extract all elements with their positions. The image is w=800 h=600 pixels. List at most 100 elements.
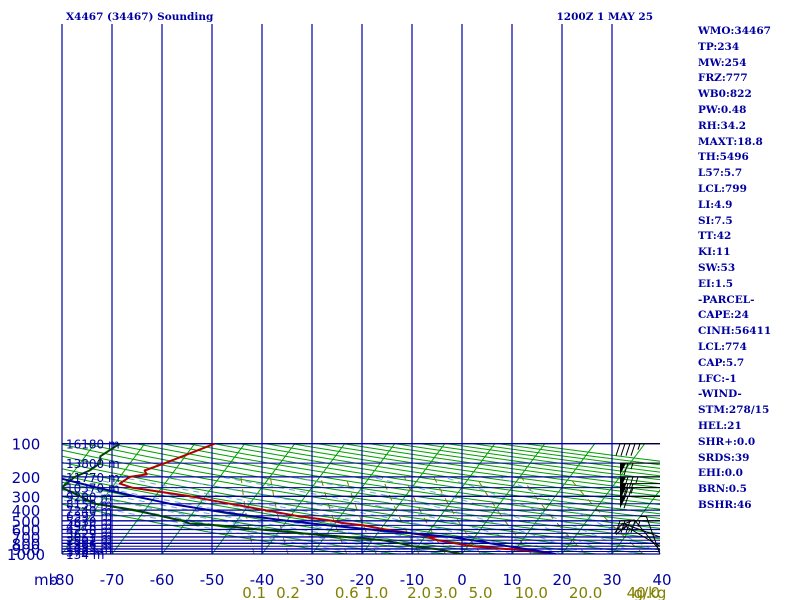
height-label: 3051 m (66, 531, 112, 545)
temperature-tick-label: 10 (502, 571, 521, 589)
mixing-ratio-label: 2.0 (407, 584, 431, 600)
wind-barb-flag (620, 463, 626, 476)
pressure-label: 500 (12, 513, 41, 531)
temperature-tick-label: 0 (457, 571, 467, 589)
height-label: 4916 m (66, 519, 112, 533)
wind-barbs (614, 443, 661, 555)
isotherm (111, 443, 196, 554)
wind-barb-full (614, 522, 623, 534)
isotherm (611, 489, 660, 554)
wind-barb (614, 522, 661, 538)
chart-title: X4467 (34467) Sounding (66, 11, 214, 23)
temperature-tick-label: -30 (300, 571, 325, 589)
height-label: 570 m (66, 546, 104, 560)
temperature-tick-label: -10 (400, 571, 425, 589)
wind-barb-full (620, 520, 626, 533)
mixing-ratio-label: 40.0 (627, 584, 660, 600)
wind-barb-half (635, 476, 639, 484)
stat-line: TH:5496 (698, 151, 749, 164)
wind-barb-shaft (622, 522, 661, 538)
background-lines (62, 443, 660, 554)
height-label: 11770 m (66, 471, 120, 485)
wind-barb-full (623, 483, 629, 496)
dry-adiabat (84, 443, 660, 535)
isotherm (561, 443, 646, 554)
stat-line: CAP:5.7 (698, 356, 745, 369)
wind-barb-full (623, 496, 629, 509)
pressure-label: 600 (12, 522, 41, 540)
moist-adiabat (62, 478, 463, 554)
stat-line: EHI:0.0 (698, 467, 743, 480)
wind-barb-full (615, 443, 621, 456)
height-label: 16180 m (66, 438, 120, 452)
wind-barb-full (620, 443, 626, 456)
height-label: 4250 m (66, 524, 112, 538)
height-label: 6392 m (66, 510, 112, 524)
height-label: 134 m (66, 548, 104, 562)
wind-barb (622, 519, 661, 551)
stat-line: SRDS:39 (698, 451, 750, 464)
wind-barb-half (630, 487, 634, 494)
moist-adiabat (290, 476, 588, 554)
stat-line: TP:234 (698, 40, 740, 53)
stats-panel: WMO:34467 TP:234 MW:254 FRZ:777 WB0:822 PW:0.… (698, 24, 798, 514)
stat-line: RH:34.2 (698, 119, 747, 132)
chart-date: 1200Z 1 MAY 25 (556, 11, 653, 23)
height-label: 2502 m (66, 534, 112, 548)
dry-adiabat (62, 503, 350, 554)
stat-line: EI:1.5 (698, 277, 734, 290)
mixing-ratio-label: 10.0 (515, 584, 548, 600)
height-label: 10370 m (66, 482, 120, 496)
stat-line: SHR+:0.0 (698, 435, 756, 448)
pressure-label: 800 (12, 535, 41, 553)
dry-adiabat (188, 443, 660, 515)
dry-adiabat (265, 443, 660, 501)
pressure-label: 700 (12, 529, 41, 547)
stat-line: HEL:21 (698, 419, 742, 432)
height-label: 1986 m (66, 537, 112, 551)
temperature-tick-label: -40 (250, 571, 275, 589)
stat-line: FRZ:777 (698, 72, 748, 85)
temperature-tick-label: 20 (552, 571, 571, 589)
stat-line: CINH:56411 (698, 325, 772, 338)
pressure-label: 1000 (7, 546, 45, 564)
dry-adiabat (214, 443, 660, 510)
mixing-ratio-label: 5.0 (469, 584, 493, 600)
pressure-label: 100 (12, 436, 41, 454)
wind-barb-full (630, 443, 636, 456)
wind-barb-full (623, 476, 629, 490)
height-label: 3629 m (66, 527, 112, 541)
wind-barb (639, 515, 661, 555)
pressure-label: 200 (12, 469, 41, 487)
temperature-tick-label: -20 (350, 571, 375, 589)
wind-barb (620, 462, 660, 476)
mixing-ratio-label: 20.0 (569, 584, 602, 600)
temperature-tick-label: -80 (50, 571, 75, 589)
stat-line: LCL:799 (698, 182, 747, 195)
stat-line: SW:53 (698, 261, 736, 274)
pressure-unit: mb (34, 571, 58, 589)
wind-barb-half (637, 520, 641, 527)
height-label: 9200 m (66, 490, 112, 504)
dry-adiabat (240, 443, 660, 506)
height-label: 8150 m (66, 498, 112, 512)
wind-barb-full (622, 519, 635, 525)
stat-line: WMO:34467 (698, 25, 771, 37)
temperature-tick-label: 40 (652, 571, 671, 589)
stat-line: MW:254 (698, 56, 747, 69)
stat-line: BRN:0.5 (698, 483, 747, 496)
pressure-label: 400 (12, 502, 41, 520)
dry-adiabat (291, 443, 660, 497)
mixing-ratio-label: 0.6 (335, 584, 359, 600)
stat-line: LCL:774 (698, 340, 747, 353)
wind-barb-full (625, 520, 631, 533)
pressure-label: 900 (12, 541, 41, 559)
stat-line: TT:42 (698, 230, 732, 243)
stat-line: LI:4.9 (698, 198, 733, 211)
dewpoint-line (62, 442, 463, 554)
dry-adiabat (110, 443, 660, 529)
wind-barb-shaft (633, 519, 661, 551)
mixing-ratio-unit: g/kg (634, 584, 667, 600)
